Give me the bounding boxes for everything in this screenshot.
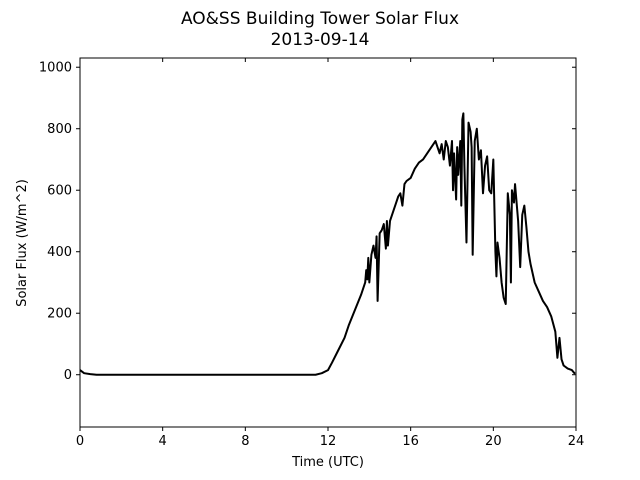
- y-axis: 0 200 400 600 800 1000: [39, 61, 576, 383]
- plot-frame: [79, 57, 577, 428]
- chart-title: AO&SS Building Tower Solar Flux: [181, 9, 459, 29]
- y-tick-label: 600: [47, 184, 72, 199]
- y-tick-label: 800: [47, 122, 72, 137]
- x-axis-label: Time (UTC): [291, 455, 364, 470]
- x-tick-label: 0: [76, 434, 84, 449]
- y-tick-label: 1000: [39, 61, 72, 76]
- series-line-0: [79, 112, 576, 376]
- y-axis-label: Solar Flux (W/m^2): [15, 179, 30, 307]
- x-tick-label: 16: [402, 434, 419, 449]
- chart-subtitle: 2013-09-14: [271, 30, 370, 50]
- y-tick-label: 0: [64, 368, 72, 383]
- plot-area: [79, 112, 576, 376]
- x-tick-label: 24: [568, 434, 585, 449]
- x-axis: 0 4 8 12 16 20 24: [76, 58, 584, 449]
- x-tick-label: 4: [159, 434, 167, 449]
- y-tick-label: 200: [47, 307, 72, 322]
- x-tick-label: 8: [241, 434, 249, 449]
- x-tick-label: 12: [320, 434, 337, 449]
- x-tick-label: 20: [485, 434, 502, 449]
- y-tick-label: 400: [47, 245, 72, 260]
